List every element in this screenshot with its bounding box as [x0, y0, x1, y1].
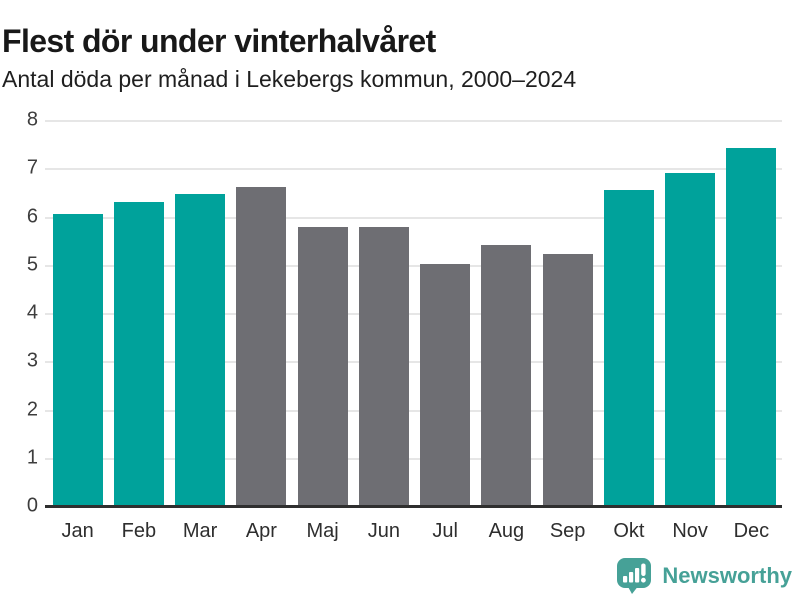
y-tick-label-0: 0 — [26, 494, 38, 517]
gridline-8 — [45, 120, 782, 122]
y-tick-label-7: 7 — [26, 156, 38, 179]
gridline-6 — [45, 216, 782, 219]
newsworthy-logo-icon — [616, 557, 654, 594]
bar-mar — [175, 194, 226, 507]
newsworthy-logo-text: Newsworthy — [662, 562, 792, 588]
y-tick-label-8: 8 — [26, 108, 38, 131]
x-tick-label-jan: Jan — [61, 520, 94, 542]
gridline-5 — [45, 264, 782, 267]
bar-aug — [481, 244, 532, 507]
bar-sep — [542, 254, 593, 507]
bar-jun — [358, 227, 409, 507]
y-tick-label-6: 6 — [26, 205, 38, 228]
x-tick-label-feb: Feb — [121, 520, 157, 542]
y-tick-label-2: 2 — [26, 398, 38, 421]
x-tick-label-jul: Jul — [432, 520, 458, 542]
y-axis: 0 1 2 3 4 5 6 7 8 — [0, 109, 40, 517]
page-title: Flest dör under vinterhalvåret — [2, 23, 436, 60]
bar-nov — [665, 173, 716, 507]
bar-apr — [236, 186, 287, 507]
bar-jan — [52, 213, 103, 507]
x-tick-label-maj: Maj — [306, 520, 339, 542]
x-axis: Jan Feb Mar Apr Maj Jun Jul Aug Sep Okt Nov Dec — [47, 520, 782, 546]
gridline-2 — [45, 409, 782, 412]
gridline-7 — [45, 168, 782, 171]
y-tick-label-5: 5 — [26, 253, 38, 276]
gridline-1 — [45, 457, 782, 460]
x-tick-label-jun: Jun — [367, 520, 400, 542]
gridline-4 — [45, 313, 782, 315]
gridline-3 — [45, 361, 782, 364]
bar-feb — [113, 202, 164, 507]
plot-area — [45, 120, 782, 508]
bar-jul — [420, 263, 471, 507]
y-tick-label-1: 1 — [26, 446, 38, 469]
x-tick-label-okt: Okt — [613, 520, 645, 542]
bar-maj — [297, 227, 348, 507]
x-tick-label-mar: Mar — [182, 520, 218, 542]
y-tick-label-4: 4 — [26, 301, 38, 324]
bar-okt — [603, 190, 654, 507]
y-tick-label-3: 3 — [26, 349, 38, 372]
bar-dec — [726, 148, 777, 507]
x-tick-label-aug: Aug — [488, 520, 525, 542]
newsworthy-logo: Newsworthy — [616, 557, 792, 594]
x-tick-label-dec: Dec — [733, 520, 770, 542]
x-tick-label-nov: Nov — [672, 520, 708, 542]
x-tick-label-sep: Sep — [549, 520, 586, 542]
x-axis-baseline — [45, 505, 782, 508]
x-tick-label-apr: Apr — [245, 520, 277, 542]
page-subtitle: Antal döda per månad i Lekebergs kommun,… — [2, 66, 577, 92]
